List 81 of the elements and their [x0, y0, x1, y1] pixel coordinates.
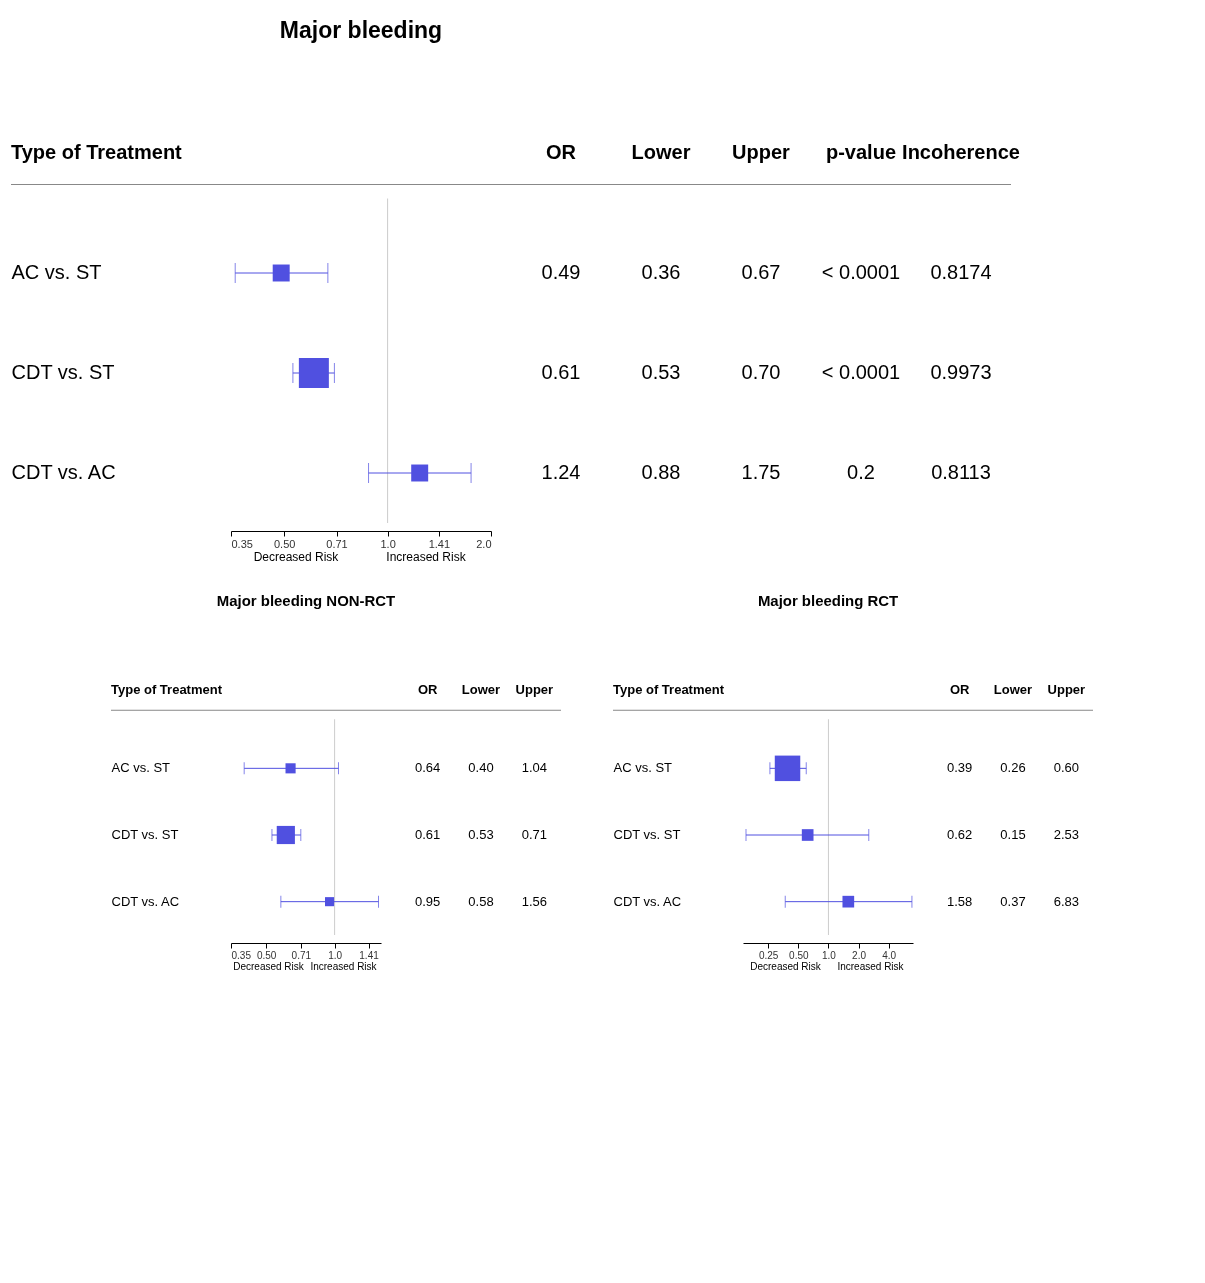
text: 0.61 [415, 827, 441, 842]
x-tick-label: 1.41 [428, 537, 451, 550]
x-tick-label: 2.0 [852, 949, 867, 961]
y-tick-label: AC vs. ST [613, 760, 673, 776]
x-tick-label: 4.0 [882, 949, 897, 961]
text: 6.83 [1053, 893, 1079, 909]
x-tick-label: 0.50 [273, 537, 296, 550]
text: Decreased Risk [233, 961, 305, 972]
y-tick-label: AC vs. ST [111, 760, 171, 776]
x-tick-label: 1.0 [328, 949, 343, 961]
y-axis-title: Type of Treatment [11, 141, 183, 163]
text: OR [546, 141, 577, 163]
x-tick-label: 0.71 [291, 949, 312, 961]
text: Upper [1047, 682, 1086, 697]
text: Lower [461, 682, 501, 697]
text: Increased Risk [310, 961, 378, 972]
text: Upper [515, 682, 554, 697]
text: 0.53 [641, 361, 681, 383]
text: OR [949, 682, 971, 697]
text: Incoherence [902, 141, 1020, 163]
text: 0.37 [1000, 893, 1026, 909]
text: 1.58 [947, 893, 973, 909]
text: Lower [631, 141, 691, 163]
text: < 0.0001 [821, 361, 901, 383]
text: Decreased Risk [750, 961, 822, 972]
x-tick-label: 1.0 [380, 537, 396, 550]
text: Lower [993, 682, 1033, 697]
text: 0.60 [1053, 760, 1079, 776]
text: 0.49 [541, 261, 581, 283]
text: 1.56 [521, 893, 547, 909]
text: Increased Risk [386, 550, 467, 565]
text: 0.9973 [930, 361, 992, 383]
text: 0.39 [947, 760, 973, 776]
x-tick-label: 0.71 [326, 537, 348, 550]
text: 0.8174 [930, 261, 992, 283]
text: 0.64 [415, 760, 441, 776]
text: 1.75 [741, 461, 781, 483]
text: 0.15 [1000, 827, 1026, 842]
x-tick-label: 0.50 [789, 949, 809, 961]
chart-title: Major bleeding [279, 17, 443, 43]
x-tick-label: 0.50 [256, 949, 277, 961]
y-axis-title: Type of Treatment [613, 682, 725, 697]
text: p-value [825, 141, 897, 163]
text: 1.24 [541, 461, 581, 483]
chart-title: Major bleeding RCT [757, 592, 899, 610]
x-tick-label: 1.0 [821, 949, 837, 961]
text: 0.58 [468, 893, 494, 909]
text: 0.61 [541, 361, 581, 383]
y-tick-label: CDT vs. AC [11, 461, 116, 483]
x-tick-label: 0.25 [758, 949, 779, 961]
chart-title: Major bleeding NON-RCT [216, 592, 396, 610]
y-tick-label: AC vs. ST [11, 261, 102, 283]
x-tick-label: 1.41 [359, 949, 380, 961]
text: 0.70 [741, 361, 781, 383]
text: 0.40 [468, 760, 494, 776]
text: 1.04 [521, 760, 547, 776]
x-tick-label: 2.0 [476, 537, 492, 550]
y-tick-label: CDT vs. ST [613, 827, 681, 842]
y-tick-label: CDT vs. AC [613, 893, 682, 909]
text: Decreased Risk [253, 550, 340, 565]
text: 0.71 [521, 827, 547, 842]
y-tick-label: CDT vs. ST [111, 827, 179, 842]
text: Increased Risk [837, 961, 905, 972]
text: 0.95 [415, 893, 441, 909]
text: Upper [732, 141, 791, 163]
y-axis-title: Type of Treatment [111, 682, 223, 697]
x-tick-label: 0.35 [231, 949, 252, 961]
text: < 0.0001 [821, 261, 901, 283]
text: 0.53 [468, 827, 494, 842]
text: 2.53 [1053, 827, 1079, 842]
text: 0.36 [641, 261, 681, 283]
text: 0.2 [847, 461, 875, 483]
text: 0.8113 [931, 461, 991, 483]
text: 0.62 [947, 827, 973, 842]
y-tick-label: CDT vs. ST [11, 361, 115, 383]
x-tick-label: 0.35 [231, 537, 253, 550]
text: 0.67 [741, 261, 781, 283]
text: 0.88 [641, 461, 681, 483]
text: OR [417, 682, 439, 697]
y-tick-label: CDT vs. AC [111, 893, 180, 909]
text: 0.26 [1000, 760, 1026, 776]
